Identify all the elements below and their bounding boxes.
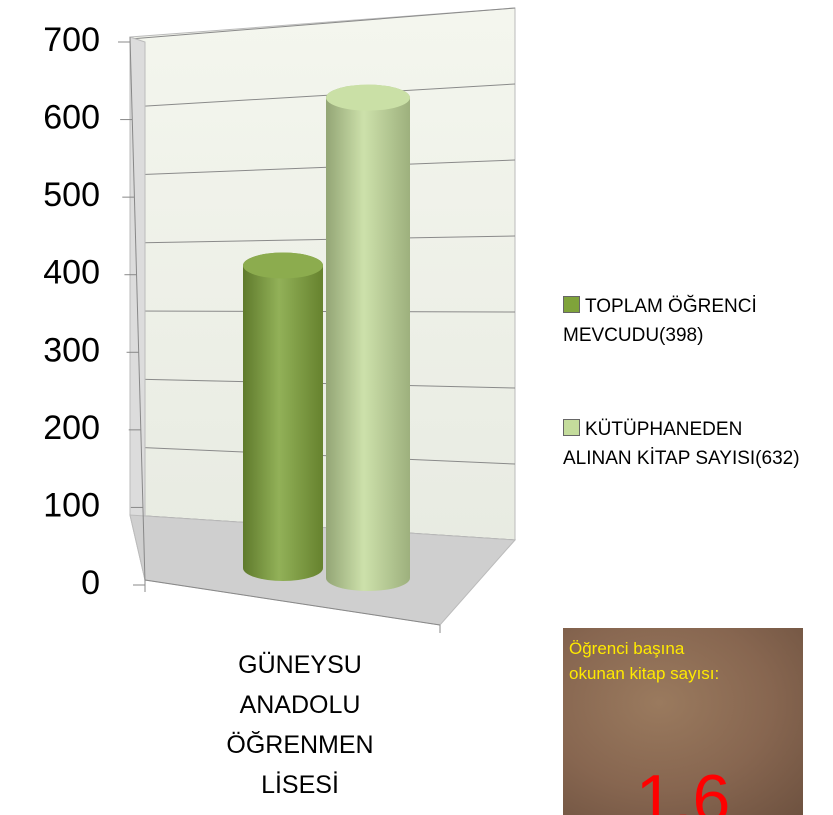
grid-line (129, 7, 516, 40)
legend-item: TOPLAM ÖĞRENCİ MEVCUDU(398) (563, 292, 803, 350)
info-label: Öğrenci başına okunan kitap sayısı: (569, 639, 720, 683)
grid-line (129, 159, 516, 176)
y-tick-label: 0 (81, 564, 100, 602)
y-tick-label: 600 (43, 99, 100, 137)
bar (243, 252, 323, 581)
y-tick-label: 500 (43, 176, 100, 214)
info-box: Öğrenci başına okunan kitap sayısı: 1,6 (563, 628, 803, 815)
legend-label: KÜTÜPHANEDEN ALINAN KİTAP SAYISI(632) (563, 419, 800, 469)
legend-swatch (563, 419, 580, 436)
bar-top (243, 252, 323, 279)
y-axis (129, 36, 146, 583)
legend-label: TOPLAM ÖĞRENCİ MEVCUDU(398) (563, 296, 757, 346)
bar-top (326, 84, 410, 111)
x-axis (144, 579, 441, 626)
grid-line (129, 235, 516, 244)
y-tick-label: 700 (43, 21, 100, 59)
bar (326, 84, 410, 592)
y-tick-label: 200 (43, 409, 100, 447)
legend-item: KÜTÜPHANEDEN ALINAN KİTAP SAYISI(632) (563, 415, 803, 473)
info-value: 1,6 (635, 761, 731, 815)
legend-swatch (563, 296, 580, 313)
grid-line (129, 83, 516, 108)
y-tick-label: 300 (43, 331, 100, 369)
y-tick-label: 400 (43, 254, 100, 292)
y-tick-label: 100 (43, 486, 100, 524)
x-tick-label: GÜNEYSU ANADOLU ÖĞRENMEN LİSESİ (226, 651, 374, 799)
